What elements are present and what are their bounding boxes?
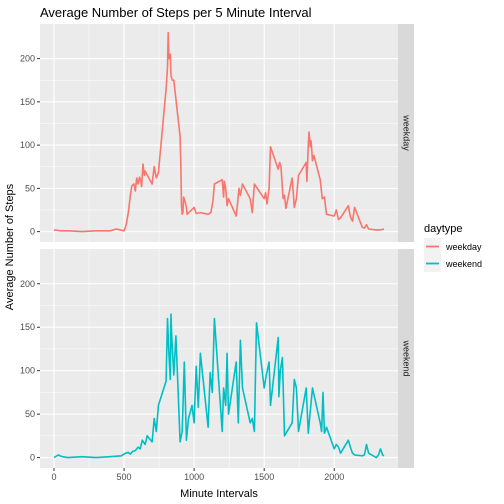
- x-axis-title: Minute Intervals: [180, 488, 258, 500]
- legend-item-weekend: weekend: [424, 255, 482, 272]
- y-tick-label: 200: [20, 279, 35, 289]
- series-line-weekend: [53, 313, 385, 459]
- x-tick-label: 0: [52, 472, 57, 482]
- panel-background: [40, 24, 398, 242]
- legend-items: weekday weekend: [424, 238, 482, 272]
- y-tick-label: 50: [25, 409, 35, 419]
- series-line-weekday: [53, 31, 385, 233]
- facet-strip-label-weekday: weekday: [402, 114, 412, 151]
- facet-strip: [398, 24, 414, 242]
- facet-strip-label-weekend: weekend: [402, 339, 412, 376]
- facet-strip: [398, 249, 414, 468]
- y-tick-label: 200: [20, 54, 35, 64]
- panel-weekend: 0 50 100 150 200 weekend 0 500 1000 1500 2000: [20, 249, 414, 482]
- y-axis-title: Average Number of Steps: [4, 183, 16, 310]
- legend-label-weekday: weekday: [445, 242, 482, 252]
- y-tick-label: 150: [20, 97, 35, 107]
- y-tick-label: 0: [30, 453, 35, 463]
- legend-label-weekend: weekend: [445, 259, 482, 269]
- y-tick-label: 50: [25, 183, 35, 193]
- y-tick-label: 100: [20, 140, 35, 150]
- chart-panels: 0 50 100 150 200 weekday 0 50 100 150 200 weekend 0 5…: [20, 24, 414, 482]
- legend-title: daytype: [424, 223, 463, 235]
- x-tick-label: 1500: [254, 472, 274, 482]
- chart-title: Average Number of Steps per 5 Minute Int…: [40, 5, 312, 20]
- x-tick-label: 500: [117, 472, 132, 482]
- panel-weekday: 0 50 100 150 200 weekday: [20, 24, 414, 242]
- x-tick-label: 1000: [184, 472, 204, 482]
- legend-item-weekday: weekday: [424, 238, 482, 255]
- panel-background: [40, 249, 398, 468]
- y-tick-label: 150: [20, 322, 35, 332]
- legend: daytype weekday weekend: [424, 223, 482, 272]
- y-tick-label: 0: [30, 227, 35, 237]
- y-tick-label: 100: [20, 366, 35, 376]
- x-tick-label: 2000: [324, 472, 344, 482]
